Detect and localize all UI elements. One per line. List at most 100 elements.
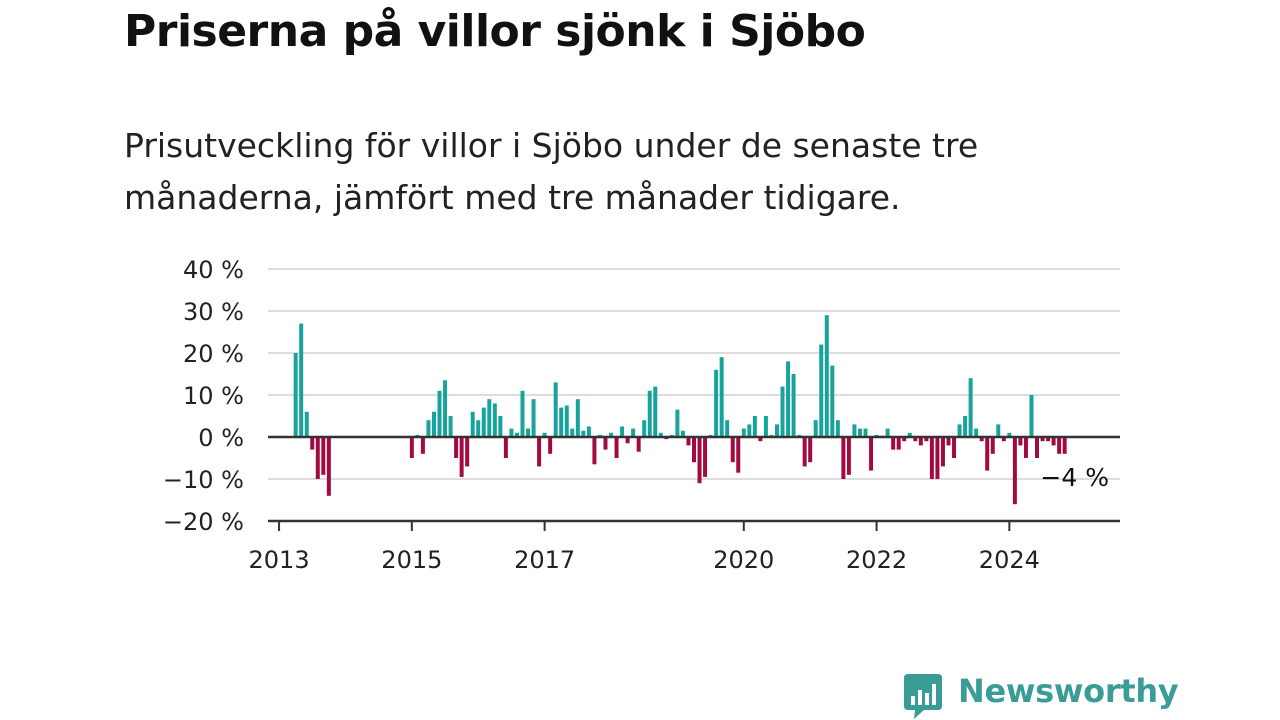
x-tick-label: 2020 — [713, 546, 774, 574]
bar — [531, 399, 536, 437]
bar — [730, 437, 735, 463]
bar — [996, 424, 1001, 437]
bar — [454, 437, 459, 458]
bar — [697, 437, 702, 484]
y-tick-label: 20 % — [183, 340, 244, 368]
bar — [443, 380, 448, 437]
bar — [409, 437, 414, 458]
bar — [520, 390, 525, 437]
bar — [979, 437, 984, 442]
bar — [481, 407, 486, 437]
bar — [680, 430, 685, 437]
newsworthy-logo: Newsworthy — [902, 670, 1179, 720]
bar — [448, 416, 453, 437]
y-tick-label: −20 % — [163, 508, 244, 536]
bar — [747, 424, 752, 437]
bar — [1035, 437, 1039, 458]
bar — [575, 399, 580, 437]
bars — [293, 315, 1067, 505]
bar — [725, 420, 730, 437]
bar — [891, 437, 896, 450]
bar — [542, 432, 547, 437]
bar — [741, 428, 746, 437]
y-tick-label: −10 % — [163, 466, 244, 494]
bar — [736, 437, 741, 473]
bar — [625, 437, 630, 444]
last-value-label: −4 % — [1040, 463, 1109, 492]
bar — [431, 411, 436, 437]
bar — [703, 437, 708, 477]
bar — [896, 437, 901, 450]
bar — [1012, 437, 1017, 505]
bar — [957, 424, 962, 437]
bar — [940, 437, 945, 467]
bar — [974, 428, 979, 437]
bar — [1057, 437, 1062, 454]
bar — [924, 437, 929, 442]
bar — [675, 409, 680, 437]
bar — [1062, 437, 1067, 454]
bar — [913, 437, 918, 442]
bar — [586, 426, 591, 437]
bar — [642, 420, 647, 437]
x-tick-label: 2017 — [514, 546, 575, 574]
bar — [559, 407, 564, 437]
bar — [315, 437, 320, 479]
bar — [929, 437, 934, 479]
bar — [763, 416, 768, 437]
bar — [1040, 437, 1045, 442]
bar — [1046, 437, 1051, 442]
chart-title: Priserna på villor sjönk i Sjöbo — [124, 6, 866, 57]
bar — [581, 430, 586, 437]
y-tick-label: 30 % — [183, 298, 244, 326]
bar — [1007, 432, 1012, 437]
bar — [719, 357, 724, 437]
bar — [935, 437, 940, 479]
bar — [846, 437, 851, 475]
bar — [752, 416, 757, 437]
bar — [692, 437, 696, 463]
bar — [780, 386, 785, 437]
bar — [813, 420, 818, 437]
bar — [476, 420, 481, 437]
bar — [509, 428, 514, 437]
bar — [310, 437, 315, 450]
bar — [963, 416, 968, 437]
bar — [636, 437, 641, 452]
bar — [907, 432, 912, 437]
bar — [869, 437, 874, 471]
bar — [420, 437, 425, 454]
bar — [526, 428, 531, 437]
bar — [492, 403, 497, 437]
bar — [564, 405, 569, 437]
bar — [653, 386, 658, 437]
chart-subtitle: Prisutveckling för villor i Sjöbo under … — [124, 126, 979, 217]
bar — [990, 437, 995, 454]
bar — [570, 428, 575, 437]
bar — [714, 369, 719, 437]
bar — [791, 374, 796, 437]
x-tick-label: 2013 — [249, 546, 310, 574]
bar — [1029, 395, 1034, 437]
bar — [985, 437, 990, 471]
y-tick-label: 10 % — [183, 382, 244, 410]
bar — [686, 437, 691, 446]
bar — [631, 428, 636, 437]
bar — [514, 432, 519, 437]
bar — [487, 399, 492, 437]
axes — [268, 435, 1120, 531]
bar — [902, 437, 907, 442]
gridlines — [268, 268, 1120, 480]
bar — [885, 428, 890, 437]
bar — [835, 420, 840, 437]
labels: 40 % 30 % 20 % 10 % 0 % −10 % −20 %2013 2015 201… — [163, 256, 1109, 574]
bar — [498, 416, 503, 437]
bar — [946, 437, 951, 446]
bar — [465, 437, 470, 467]
x-tick-label: 2024 — [979, 546, 1040, 574]
bar — [802, 437, 807, 467]
bar — [968, 378, 973, 437]
bar — [1023, 437, 1028, 458]
bar — [537, 437, 542, 467]
bar — [592, 437, 597, 465]
